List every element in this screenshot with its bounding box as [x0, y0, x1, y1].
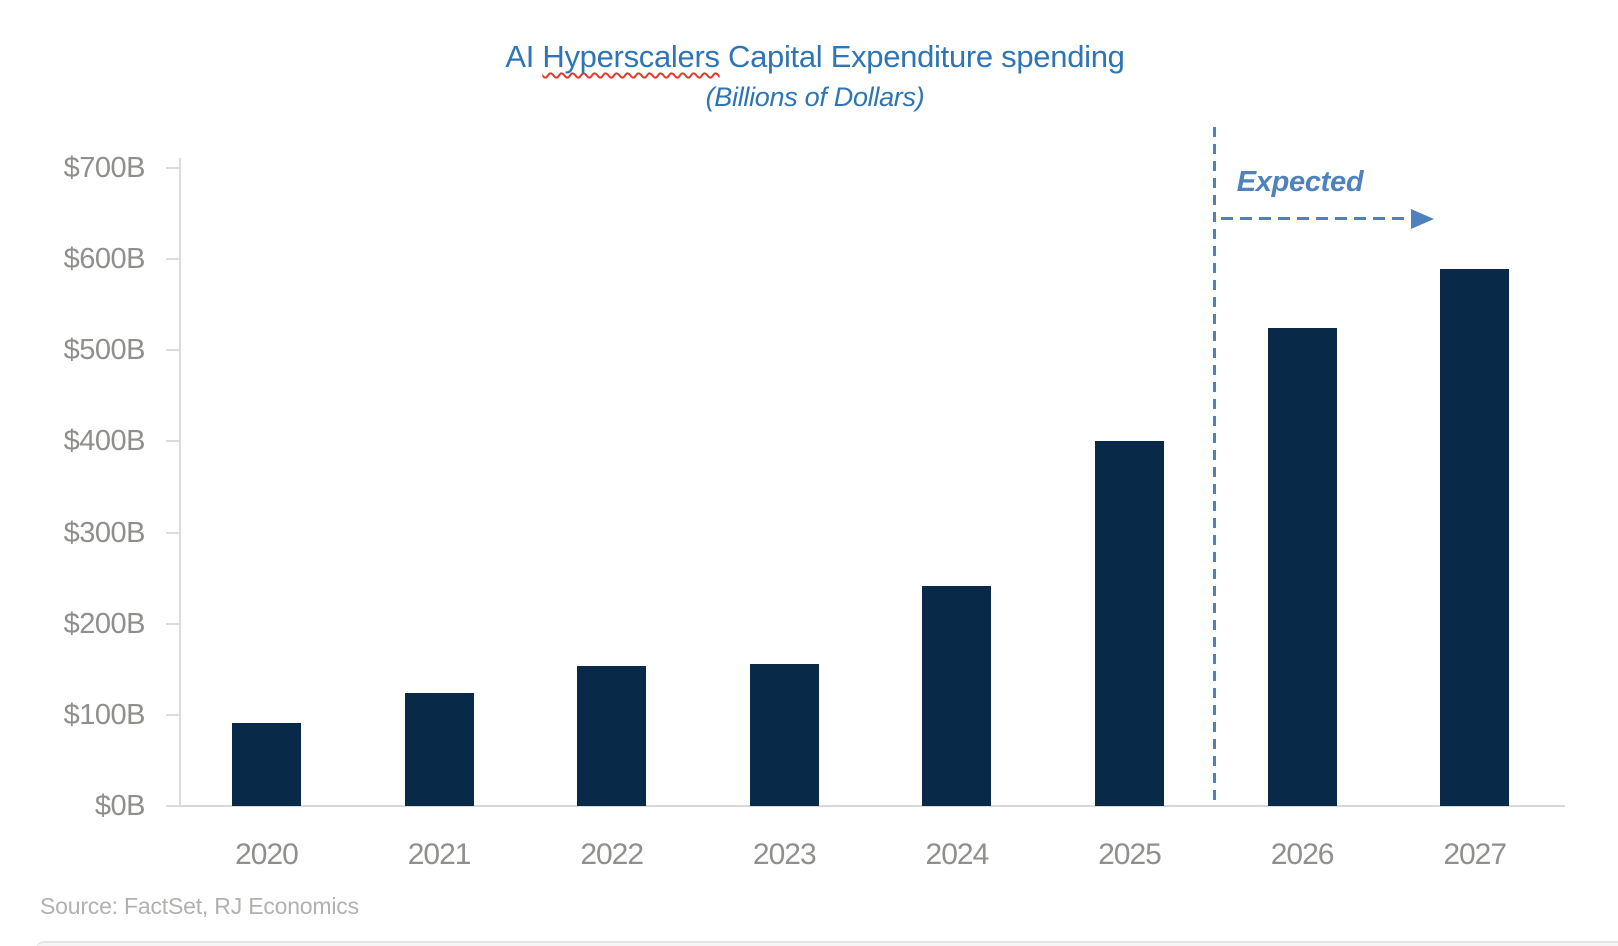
- bar-2024: [922, 586, 992, 806]
- y-axis-tick: [166, 531, 180, 534]
- y-axis-label-300B: $300B: [63, 516, 146, 549]
- title-block: AI Hyperscalers Capital Expenditure spen…: [0, 40, 1618, 113]
- y-axis-tick: [166, 713, 180, 716]
- bar-2025: [1095, 441, 1164, 806]
- x-axis-label-2020: 2020: [235, 838, 299, 871]
- y-axis-tick: [166, 258, 180, 261]
- y-axis-tick: [166, 167, 180, 169]
- y-axis-line: [179, 158, 181, 806]
- chart-title-misspelled-word: Hyperscalers: [542, 39, 720, 74]
- y-axis-label-200B: $200B: [63, 607, 146, 640]
- chart-subtitle: (Billions of Dollars): [705, 82, 925, 112]
- y-axis-label-600B: $600B: [63, 243, 146, 276]
- bar-2026: [1267, 328, 1337, 806]
- x-axis-line: [179, 805, 1565, 807]
- bar-2022: [577, 666, 647, 806]
- expected-arrow-head-icon: [1411, 209, 1434, 229]
- x-axis-label-2026: 2026: [1270, 838, 1335, 871]
- y-axis-label-500B: $500B: [63, 334, 146, 367]
- x-axis-label-2027: 2027: [1443, 838, 1507, 871]
- y-axis-label-100B: $100B: [63, 698, 146, 731]
- y-axis-tick: [166, 440, 180, 443]
- y-axis-label-0B: $0B: [94, 790, 146, 822]
- bar-2020: [232, 723, 301, 806]
- expected-label: Expected: [1236, 166, 1364, 198]
- x-axis-label-2025: 2025: [1098, 838, 1162, 871]
- expected-arrow-dashed-shaft: [1221, 217, 1413, 220]
- y-axis-label-400B: $400B: [63, 425, 146, 458]
- window-bottom-edge: [36, 941, 1618, 946]
- x-axis-label-2024: 2024: [925, 838, 990, 871]
- bar-2021: [404, 693, 474, 806]
- chart-title: AI Hyperscalers Capital Expenditure spen…: [0, 40, 1618, 74]
- chart-title-suffix: Capital Expenditure spending: [719, 39, 1125, 74]
- source-note: Source: FactSet, RJ Economics: [40, 893, 359, 919]
- chart-title-prefix: AI: [505, 39, 543, 74]
- y-axis-tick: [166, 805, 180, 807]
- bar-2027: [1440, 269, 1510, 806]
- x-axis-label-2022: 2022: [580, 838, 644, 871]
- bar-2023: [749, 664, 819, 806]
- x-axis-label-2023: 2023: [752, 838, 817, 871]
- x-axis-label-2021: 2021: [407, 838, 472, 871]
- y-axis-tick: [166, 349, 180, 352]
- y-axis-tick: [166, 622, 180, 625]
- y-axis-label-700B: $700B: [63, 152, 146, 184]
- expected-divider-dashed-line: [1213, 127, 1216, 804]
